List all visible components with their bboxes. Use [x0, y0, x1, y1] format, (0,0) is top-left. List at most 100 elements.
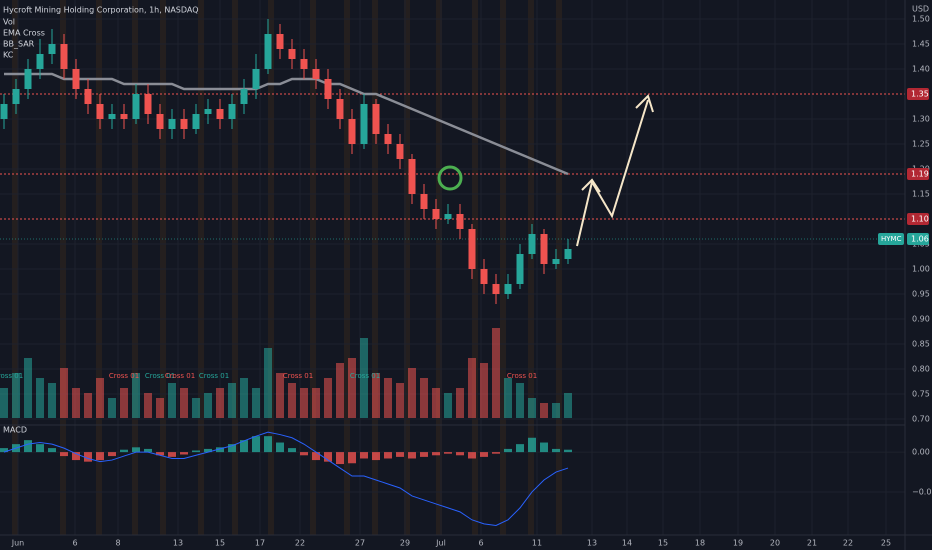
candle-body: [312, 69, 320, 79]
moving-average: [4, 72, 569, 176]
candle-body: [180, 119, 188, 129]
x-tick-label: 21: [807, 539, 817, 548]
macd-bar: [564, 449, 572, 453]
volume-bar: [24, 358, 32, 418]
volume-bar: [552, 403, 560, 418]
macd-bar: [540, 442, 548, 453]
candle-body: [360, 104, 368, 144]
volume-bar: [564, 393, 572, 418]
session-stripe: [132, 0, 138, 535]
cross-label: Cross 01: [0, 372, 23, 380]
candle-body: [300, 59, 308, 69]
macd-bar: [228, 444, 236, 453]
macd-bar: [168, 452, 176, 457]
macd-bar: [24, 440, 32, 453]
candle-body: [132, 94, 140, 119]
indicator-label: KC: [3, 51, 14, 60]
macd-tick-label: −0.05: [912, 487, 932, 496]
candle-body: [384, 134, 392, 144]
candle-body: [276, 34, 284, 49]
candle-body: [480, 269, 488, 284]
macd-bar: [456, 452, 464, 456]
x-tick-label: 6: [72, 539, 77, 548]
y-tick-label: 0.75: [912, 390, 930, 399]
macd-bar: [516, 444, 524, 453]
volume-bar: [300, 388, 308, 418]
volume-bar: [228, 383, 236, 418]
volume-bar: [0, 388, 8, 418]
y-tick-label: 0.85: [912, 340, 930, 349]
candle-body: [348, 119, 356, 144]
macd-bar: [432, 452, 440, 456]
session-stripe: [198, 0, 204, 535]
macd-bar: [408, 452, 416, 459]
candle-body: [120, 114, 128, 119]
macd-bar: [240, 440, 248, 453]
candle-body: [192, 114, 200, 129]
grid: [0, 0, 905, 535]
x-tick-label: 22: [843, 539, 853, 548]
macd-bar: [264, 436, 272, 453]
volume-bar: [120, 388, 128, 418]
macd-bar: [324, 452, 332, 462]
symbol-tag: [878, 233, 904, 245]
macd-bar: [60, 452, 68, 457]
currency-label: USD: [912, 5, 929, 14]
volume-bar: [48, 383, 56, 418]
cross-label: Cross 01: [145, 372, 175, 380]
x-tick-label: 8: [115, 539, 120, 548]
volume-bar: [432, 388, 440, 418]
volume-bar: [36, 378, 44, 418]
macd-bar: [216, 447, 224, 453]
x-tick-label: 15: [215, 539, 225, 548]
candle-body: [408, 159, 416, 194]
level-tag: [907, 213, 929, 225]
volume-bar: [288, 383, 296, 418]
cross-label: Cross 01: [165, 372, 195, 380]
volume-bar: [72, 388, 80, 418]
macd-bar: [108, 452, 116, 457]
volume-bar: [264, 348, 272, 418]
arrow-head: [635, 94, 654, 113]
volume-bar: [132, 373, 140, 418]
y-tick-label: 1.30: [912, 115, 930, 124]
candle-body: [12, 89, 20, 104]
volume-bar: [324, 378, 332, 418]
volume-bar: [504, 378, 512, 418]
macd-bar: [360, 452, 368, 459]
macd-bar: [468, 452, 476, 459]
candle-body: [504, 284, 512, 294]
cross-label: Cross 01: [350, 372, 380, 380]
indicator-label: Vol: [3, 18, 15, 27]
macd-title: MACD: [3, 426, 27, 435]
y-tick-label: 1.00: [912, 265, 930, 274]
session-stripe: [12, 0, 18, 535]
session-stripe: [372, 0, 378, 535]
macd-bar: [288, 448, 296, 453]
volume-bar: [360, 338, 368, 418]
volume-bar: [204, 393, 212, 418]
macd-bar: [300, 452, 308, 456]
x-tick-label: 17: [255, 539, 265, 548]
candle-body: [168, 119, 176, 129]
candle-body: [84, 89, 92, 104]
arrow-head: [581, 178, 601, 193]
macd-tick-label: 0.00: [912, 448, 930, 457]
candle-body: [144, 94, 152, 114]
x-tick-label: 13: [587, 539, 597, 548]
session-stripe: [96, 0, 102, 535]
volume-bar: [216, 388, 224, 418]
candle-body: [36, 54, 44, 69]
x-tick-label: 29: [400, 539, 410, 548]
y-tick-label: 1.25: [912, 140, 930, 149]
session-stripe: [436, 0, 442, 535]
cross-label: Cross 01: [199, 372, 229, 380]
candle-body: [552, 259, 560, 264]
macd-bar: [420, 452, 428, 457]
macd-bar: [252, 436, 260, 453]
candle-body: [336, 99, 344, 119]
candle-body: [108, 114, 116, 119]
macd-bar: [492, 452, 500, 454]
